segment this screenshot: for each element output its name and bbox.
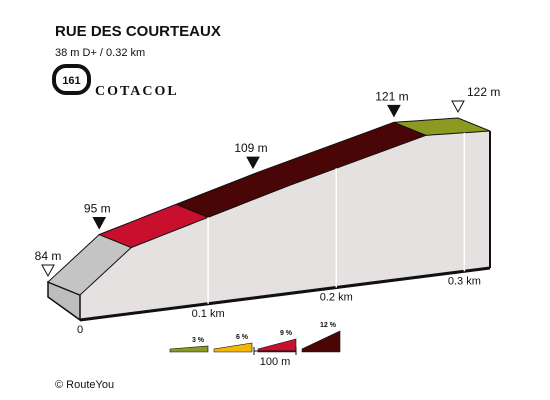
tick-label-0: 0 [77,324,83,336]
legend-label-2: 6 % [236,334,249,341]
profile-top-surface [47,117,491,296]
profile-segment-4 [393,117,491,136]
legend-label-4: 12 % [320,322,337,329]
cotacol-logo: 161 COTACOL [52,64,179,99]
elevation-markers: 84 m 95 m 109 m 121 m 122 m [35,85,500,278]
profile-front-wall [80,131,490,320]
tick-label-2: 0.2 km [320,292,353,304]
elevation-marker-icon [246,156,260,170]
legend-swatch-3 [257,338,297,353]
elevation-marker-open-icon [451,100,465,114]
cotacol-number: 161 [62,75,80,87]
climb-stats: 38 m D+ / 0.32 km [55,47,145,59]
tick-label-1: 0.1 km [192,308,225,320]
gradient-legend: 3 % 6 % 9 % 12 % [169,322,341,353]
legend-label-3: 9 % [280,330,293,337]
badge-ring-icon [52,64,91,95]
legend-swatch-1 [169,345,209,353]
elevation-label-0: 84 m [35,249,62,263]
scale-bar: 100 m [253,347,297,368]
profile-side [47,131,491,322]
tick-label-3: 0.3 km [448,275,481,287]
legend-swatch-2 [213,342,253,353]
profile-base-edge [79,266,491,322]
copyright-credit: © RouteYou [55,379,114,391]
elevation-label-1: 95 m [84,202,111,216]
elevation-label-4: 122 m [467,85,500,99]
legend-label-1: 3 % [192,337,205,344]
cotacol-brand: COTACOL [95,84,179,99]
page-title: RUE DES COURTEAUX [55,23,221,40]
scale-bar-label: 100 m [260,356,291,368]
elevation-marker-open-icon [41,264,55,278]
elevation-label-3: 121 m [375,89,408,103]
legend-swatch-4 [301,330,341,353]
elevation-marker-icon [92,217,107,230]
elevation-label-2: 109 m [234,141,267,155]
elevation-marker-icon [387,104,401,118]
distance-ticks: 0 0.1 km 0.2 km 0.3 km [77,132,481,336]
